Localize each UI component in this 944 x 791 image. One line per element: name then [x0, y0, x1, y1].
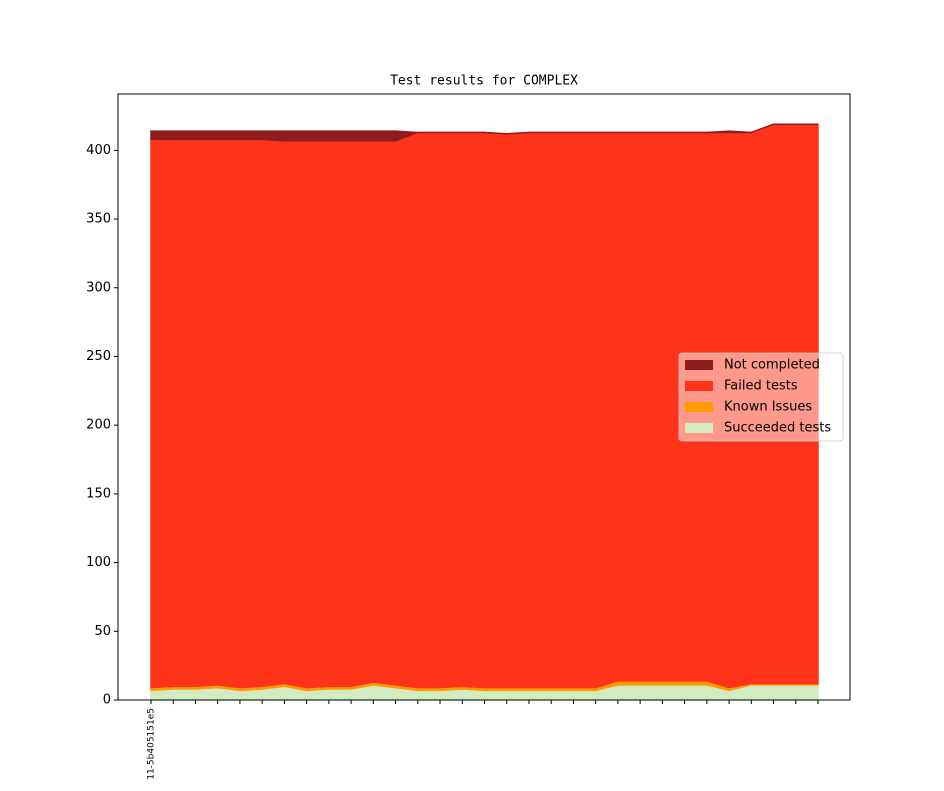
legend-swatch	[685, 381, 713, 391]
x-tick-label: 11-5b405151e5	[147, 708, 157, 780]
y-tick-label: 50	[94, 624, 111, 639]
chart-title: Test results for COMPLEX	[390, 74, 578, 89]
legend-label: Failed tests	[724, 379, 798, 394]
legend-box	[678, 352, 844, 442]
legend: Not completed Failed tests Known Issues Suc…	[678, 352, 844, 442]
y-tick-label: 200	[86, 418, 111, 433]
y-tick-label: 0	[103, 693, 111, 708]
area	[150, 123, 818, 142]
y-tick-label: 100	[86, 555, 111, 570]
y-tick-label: 150	[86, 486, 111, 501]
legend-label: Not completed	[724, 358, 820, 373]
legend-swatch	[685, 360, 713, 370]
legend-swatch	[685, 402, 713, 412]
legend-label: Succeeded tests	[724, 421, 831, 436]
y-tick-label: 400	[86, 143, 111, 158]
legend-label: Known Issues	[724, 400, 812, 415]
y-tick-label: 300	[86, 280, 111, 295]
y-tick-label: 250	[86, 349, 111, 364]
legend-swatch	[685, 423, 713, 433]
y-tick-label: 350	[86, 212, 111, 227]
